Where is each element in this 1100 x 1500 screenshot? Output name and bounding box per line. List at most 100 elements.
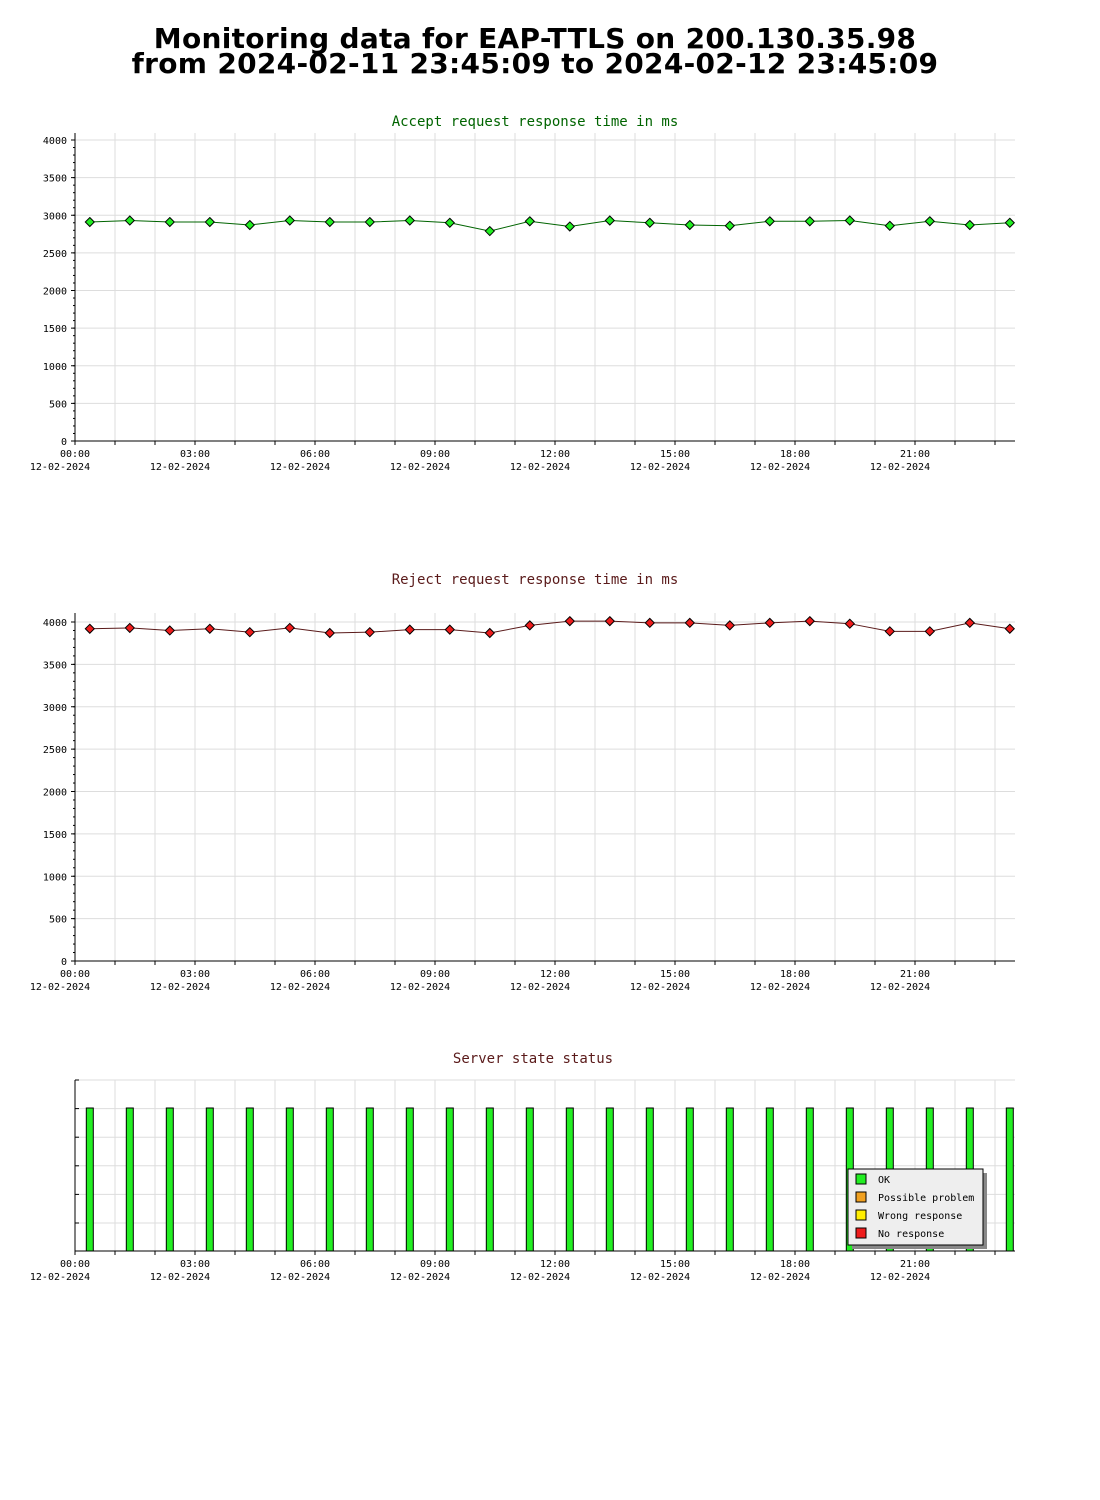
x-tick-label-date: 12-02-2024 — [750, 1272, 810, 1283]
status-chart: Server state status 00:00 12-02-2024 03:00 1… — [30, 1051, 1015, 1283]
legend-swatch — [855, 1191, 867, 1203]
data-point — [724, 620, 736, 631]
y-tick-label: 500 — [49, 915, 67, 926]
x-tick-label-time: 03:00 — [180, 969, 210, 980]
x-tick-label-date: 12-02-2024 — [510, 982, 570, 993]
x-tick-label-date: 12-02-2024 — [30, 1272, 90, 1283]
x-tick-label-date: 12-02-2024 — [870, 462, 930, 473]
y-tick-label: 4000 — [43, 618, 67, 629]
x-tick-label-time: 21:00 — [900, 969, 930, 980]
data-point — [284, 215, 296, 226]
legend-label: Possible problem — [878, 1193, 974, 1204]
data-point — [604, 215, 616, 226]
data-point — [484, 225, 496, 237]
data-point — [524, 216, 536, 227]
y-tick-label: 4000 — [43, 136, 67, 147]
legend-label: OK — [878, 1175, 890, 1186]
x-tick-label-time: 09:00 — [420, 969, 450, 980]
data-point — [84, 216, 96, 228]
status-bar — [365, 1107, 374, 1252]
reject-chart: Reject request response time in ms 0 500 10… — [30, 572, 1016, 993]
data-point — [1004, 217, 1016, 228]
data-point — [204, 216, 216, 228]
legend: OK Possible problem Wrong response No respo… — [847, 1168, 987, 1249]
status-bar — [405, 1107, 414, 1252]
x-tick-label-time: 18:00 — [780, 1259, 810, 1270]
data-point — [804, 216, 816, 227]
x-tick-label-date: 12-02-2024 — [270, 982, 330, 993]
y-tick-label: 500 — [49, 399, 67, 410]
x-tick-label-date: 12-02-2024 — [630, 1272, 690, 1283]
y-tick-label: 3500 — [43, 660, 67, 671]
data-point — [1004, 623, 1016, 634]
status-bar — [765, 1107, 774, 1252]
page-title-line2: from 2024-02-11 23:45:09 to 2024-02-12 2… — [131, 47, 939, 80]
x-tick-label-time: 06:00 — [300, 1259, 330, 1270]
y-tick-label: 1000 — [43, 362, 67, 373]
legend-box — [847, 1168, 984, 1246]
status-bar — [605, 1107, 614, 1252]
data-point — [764, 617, 776, 629]
data-point — [884, 220, 896, 231]
x-tick-label-date: 12-02-2024 — [150, 462, 210, 473]
x-tick-label-date: 12-02-2024 — [750, 982, 810, 993]
y-tick-label: 1500 — [43, 830, 67, 841]
data-point — [404, 624, 416, 635]
x-tick-label-time: 12:00 — [540, 1259, 570, 1270]
legend-label: Wrong response — [878, 1211, 962, 1222]
status-bar — [565, 1107, 574, 1252]
status-bar — [325, 1107, 334, 1252]
x-tick-label-date: 12-02-2024 — [510, 462, 570, 473]
data-point — [644, 217, 656, 228]
legend-swatch — [855, 1173, 867, 1185]
x-tick-label-time: 15:00 — [660, 449, 690, 460]
x-tick-label-time: 06:00 — [300, 449, 330, 460]
chart-title: Reject request response time in ms — [392, 572, 679, 588]
x-tick-label-date: 12-02-2024 — [390, 1272, 450, 1283]
data-point — [244, 219, 256, 231]
x-tick-label-time: 21:00 — [900, 449, 930, 460]
data-point — [924, 216, 936, 227]
status-bar — [725, 1107, 734, 1252]
status-bar — [685, 1107, 694, 1252]
x-tick-label-date: 12-02-2024 — [750, 462, 810, 473]
status-bar — [165, 1107, 174, 1252]
x-tick-label-date: 12-02-2024 — [390, 462, 450, 473]
data-point — [484, 627, 496, 639]
y-tick-label: 1500 — [43, 324, 67, 335]
data-point — [444, 624, 456, 635]
data-point — [924, 626, 936, 637]
data-point — [724, 220, 736, 231]
page-title-line1: Monitoring data for EAP-TTLS on 200.130.… — [153, 22, 917, 55]
data-point — [164, 216, 176, 228]
data-point — [124, 215, 136, 226]
data-point — [524, 620, 536, 631]
data-point — [404, 215, 416, 226]
status-bar — [285, 1107, 294, 1252]
x-tick-label-date: 12-02-2024 — [270, 1272, 330, 1283]
y-tick-label: 2000 — [43, 788, 67, 799]
status-bar — [805, 1107, 814, 1252]
y-tick-label: 3000 — [43, 703, 67, 714]
x-tick-label-time: 18:00 — [780, 969, 810, 980]
y-tick-label: 3000 — [43, 211, 67, 222]
x-tick-label-time: 03:00 — [180, 449, 210, 460]
data-point — [244, 626, 256, 638]
data-point — [644, 617, 656, 629]
x-tick-label-date: 12-02-2024 — [150, 1272, 210, 1283]
status-bar — [445, 1107, 454, 1252]
status-bar — [125, 1107, 134, 1252]
data-point — [124, 622, 136, 634]
x-tick-label-date: 12-02-2024 — [510, 1272, 570, 1283]
x-tick-label-date: 12-02-2024 — [630, 462, 690, 473]
y-tick-label: 1000 — [43, 872, 67, 883]
data-point — [364, 626, 376, 638]
status-bar — [205, 1107, 214, 1252]
x-tick-label-time: 12:00 — [540, 969, 570, 980]
data-point — [284, 622, 296, 634]
data-point — [844, 215, 856, 226]
y-tick-label: 3500 — [43, 174, 67, 185]
chart-title: Server state status — [453, 1051, 613, 1067]
y-tick-label: 2000 — [43, 287, 67, 298]
